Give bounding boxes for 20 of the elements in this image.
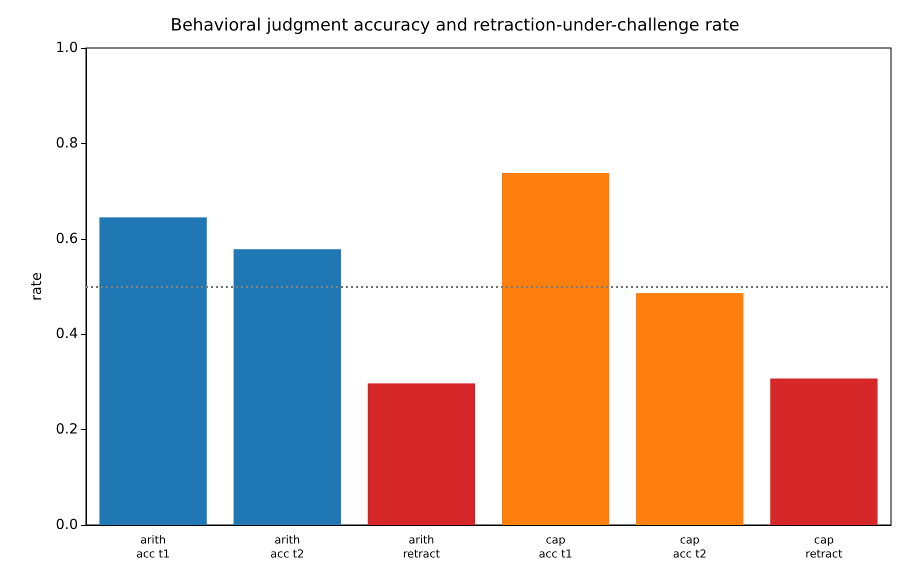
y-axis-title: rate xyxy=(29,272,45,301)
x-tick-label: arith retract xyxy=(402,534,441,560)
bar xyxy=(502,172,610,525)
x-tick-label: arith acc t1 xyxy=(136,534,170,560)
y-tick-label: 0.0 xyxy=(56,517,78,533)
y-tick-label: 0.2 xyxy=(56,422,78,438)
bar xyxy=(368,383,476,525)
chart-title: Behavioral judgment accuracy and retraction-under-challenge rate xyxy=(170,16,740,36)
y-tick-label: 0.8 xyxy=(56,135,78,152)
y-tick-label: 1.0 xyxy=(56,40,78,56)
y-tick-label: 0.6 xyxy=(56,230,78,247)
y-tick-label: 0.4 xyxy=(56,326,78,342)
x-tick-label: cap acc t2 xyxy=(672,534,707,560)
bar xyxy=(234,249,341,525)
x-tick-label: cap retract xyxy=(805,534,844,560)
x-tick-label: cap acc t1 xyxy=(538,534,572,560)
x-tick-label: arith acc t2 xyxy=(270,534,304,560)
bar xyxy=(770,378,878,525)
bar xyxy=(636,293,744,525)
bar xyxy=(99,217,207,525)
